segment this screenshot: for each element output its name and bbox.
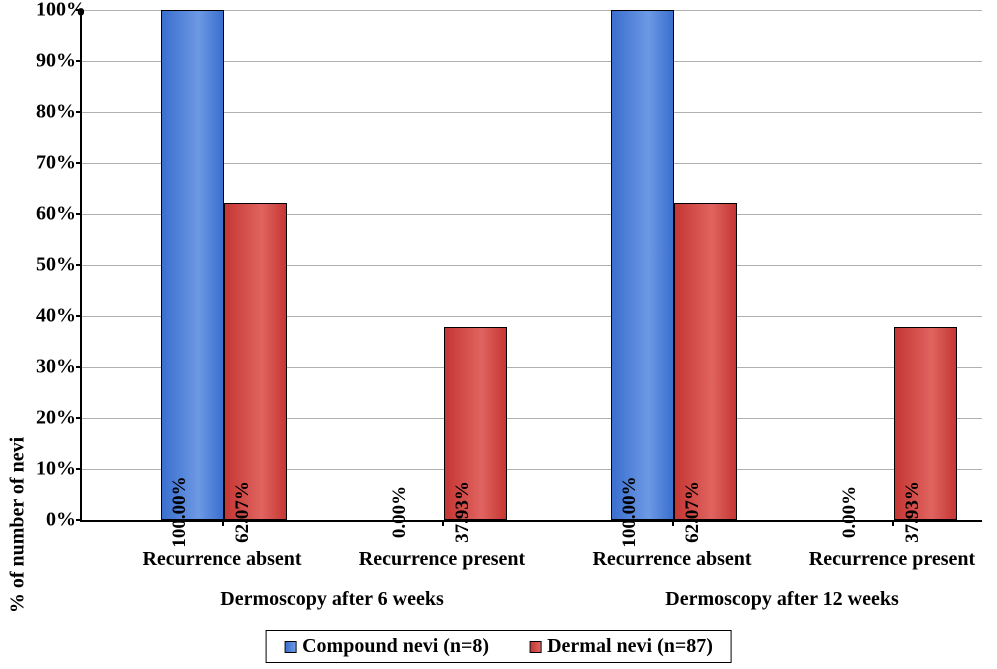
bar-compound bbox=[161, 10, 224, 520]
y-tick-mark bbox=[76, 315, 82, 317]
y-tick-mark bbox=[76, 111, 82, 113]
x-sub-label: Recurrence present bbox=[359, 548, 525, 571]
y-tick-mark bbox=[76, 264, 82, 266]
y-tick-mark bbox=[76, 468, 82, 470]
y-tick-label: 30% bbox=[36, 356, 76, 379]
y-tick-label: 20% bbox=[36, 407, 76, 430]
y-tick-mark bbox=[76, 213, 82, 215]
legend-item-dermal: Dermal nevi (n=87) bbox=[529, 635, 713, 658]
legend: Compound nevi (n=8) Dermal nevi (n=87) bbox=[265, 630, 732, 663]
x-tick-mark bbox=[672, 520, 674, 526]
legend-label-compound: Compound nevi (n=8) bbox=[302, 635, 489, 658]
bar-dermal bbox=[224, 203, 287, 520]
x-tick-mark bbox=[442, 520, 444, 526]
y-tick-label: 80% bbox=[36, 101, 76, 124]
y-tick-mark bbox=[76, 519, 82, 521]
y-tick-label: 60% bbox=[36, 203, 76, 226]
y-tick-label: 100% bbox=[36, 0, 76, 22]
y-tick-label: 90% bbox=[36, 50, 76, 73]
y-tick-mark bbox=[76, 9, 82, 11]
y-tick-mark bbox=[76, 60, 82, 62]
bar-value-label: 37.93% bbox=[452, 481, 474, 543]
bar-compound bbox=[611, 10, 674, 520]
legend-swatch-compound bbox=[284, 641, 296, 653]
y-tick-mark bbox=[76, 162, 82, 164]
bar-value-label: 0.00% bbox=[839, 486, 861, 538]
x-sub-label: Recurrence absent bbox=[142, 548, 301, 571]
y-tick-label: 10% bbox=[36, 458, 76, 481]
y-tick-label: 70% bbox=[36, 152, 76, 175]
legend-item-compound: Compound nevi (n=8) bbox=[284, 635, 489, 658]
x-sub-label: Recurrence present bbox=[809, 548, 975, 571]
y-tick-mark bbox=[76, 366, 82, 368]
x-group-label: Dermoscopy after 12 weeks bbox=[665, 588, 898, 611]
bar-value-label: 62.07% bbox=[232, 481, 254, 543]
x-tick-mark bbox=[222, 520, 224, 526]
y-tick-label: 0% bbox=[36, 509, 76, 532]
bar-value-label: 62.07% bbox=[682, 481, 704, 543]
plot-area bbox=[80, 10, 982, 522]
bar-value-label: 100.00% bbox=[169, 476, 191, 547]
bar-value-label: 100.00% bbox=[619, 476, 641, 547]
y-axis-title: % of number of nevi bbox=[7, 437, 30, 613]
x-group-label: Dermoscopy after 6 weeks bbox=[220, 588, 443, 611]
y-tick-label: 40% bbox=[36, 305, 76, 328]
legend-swatch-dermal bbox=[529, 641, 541, 653]
bar-value-label: 0.00% bbox=[389, 486, 411, 538]
bar-value-label: 37.93% bbox=[902, 481, 924, 543]
y-tick-mark bbox=[76, 417, 82, 419]
legend-label-dermal: Dermal nevi (n=87) bbox=[547, 635, 713, 658]
x-tick-mark bbox=[892, 520, 894, 526]
chart-container: % of number of nevi 0% 10% 20% 30% 40% 50% 60%… bbox=[0, 0, 997, 669]
y-tick-label: 50% bbox=[36, 254, 76, 277]
bar-dermal bbox=[674, 203, 737, 520]
x-sub-label: Recurrence absent bbox=[592, 548, 751, 571]
